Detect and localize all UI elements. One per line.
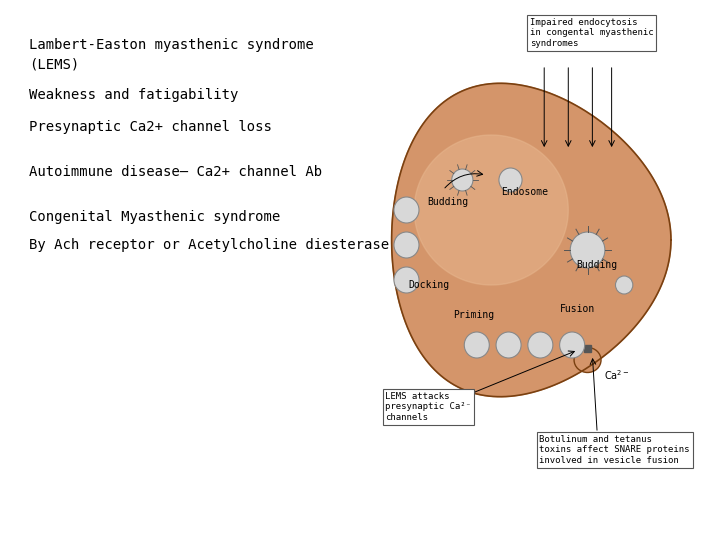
Ellipse shape <box>394 197 419 223</box>
Ellipse shape <box>451 169 473 191</box>
Ellipse shape <box>394 267 419 293</box>
Polygon shape <box>414 135 568 285</box>
Text: Impaired endocytosis
in congental myasthenic
syndromes: Impaired endocytosis in congental myasth… <box>530 18 653 48</box>
Text: Congenital Myasthenic syndrome: Congenital Myasthenic syndrome <box>29 210 280 224</box>
Ellipse shape <box>528 332 553 358</box>
Text: Lambert-Easton myasthenic syndrome: Lambert-Easton myasthenic syndrome <box>29 38 314 52</box>
Polygon shape <box>392 83 671 397</box>
Text: By Ach receptor or Acetylcholine diesterase: By Ach receptor or Acetylcholine diester… <box>29 238 389 252</box>
Text: Weakness and fatigability: Weakness and fatigability <box>29 88 238 102</box>
Ellipse shape <box>559 332 585 358</box>
Ellipse shape <box>574 348 601 373</box>
Text: Endosome: Endosome <box>501 187 549 197</box>
Text: Budding: Budding <box>577 260 618 270</box>
Text: LEMS attacks
presynaptic Ca²⁻
channels: LEMS attacks presynaptic Ca²⁻ channels <box>385 392 472 422</box>
Text: Budding: Budding <box>428 197 469 207</box>
Text: Presynaptic Ca2+ channel loss: Presynaptic Ca2+ channel loss <box>29 120 271 134</box>
Text: Priming: Priming <box>454 310 495 320</box>
Text: Botulinum and tetanus
toxins affect SNARE proteins
involved in vesicle fusion: Botulinum and tetanus toxins affect SNAR… <box>539 435 690 465</box>
Text: (LEMS): (LEMS) <box>29 58 79 72</box>
Ellipse shape <box>570 232 605 268</box>
Text: Fusion: Fusion <box>560 304 595 314</box>
Text: Ca$^{2-}$: Ca$^{2-}$ <box>603 368 629 382</box>
Ellipse shape <box>496 332 521 358</box>
Text: Docking: Docking <box>408 280 449 290</box>
Ellipse shape <box>616 276 633 294</box>
Ellipse shape <box>394 232 419 258</box>
Text: Autoimmune disease– Ca2+ channel Ab: Autoimmune disease– Ca2+ channel Ab <box>29 165 322 179</box>
Polygon shape <box>584 345 591 352</box>
Ellipse shape <box>464 332 490 358</box>
Ellipse shape <box>499 168 522 192</box>
